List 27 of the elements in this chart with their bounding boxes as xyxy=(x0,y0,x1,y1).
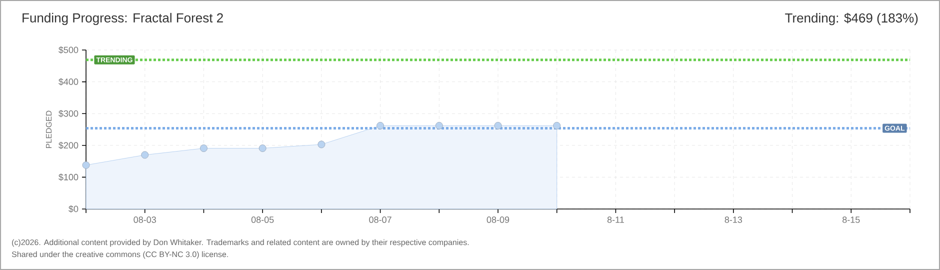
y-tick-label: $0 xyxy=(68,205,78,213)
point xyxy=(258,144,266,152)
x-tick-label: 08-03 xyxy=(134,216,156,223)
point xyxy=(553,122,561,130)
x-tick-label: 8-11 xyxy=(607,216,624,223)
point xyxy=(82,161,90,169)
text: (c)2026. Additional content provided by Don Whitaker. Trademarks and related content are owned by their respective companies. xyxy=(12,239,469,247)
chart-subtitle: Trending: $469 (183%) xyxy=(785,12,918,26)
point xyxy=(141,151,149,159)
y-tick-label: $200 xyxy=(58,142,78,150)
x-tick-label: 8-15 xyxy=(842,216,860,223)
point xyxy=(435,122,443,130)
y-tick-label: $100 xyxy=(58,174,78,181)
point xyxy=(318,140,326,148)
point xyxy=(494,122,502,130)
y-tick-label: $300 xyxy=(58,110,78,118)
point xyxy=(376,122,384,130)
y-axis-title: PLEDGED xyxy=(46,110,52,148)
y-tick-label: $500 xyxy=(58,46,78,54)
point xyxy=(200,144,208,152)
y-tick-label: $400 xyxy=(58,78,78,86)
text: Shared under the creative commons (CC BY-NC 3.0) license. xyxy=(12,251,228,259)
x-tick-label: 08-05 xyxy=(251,216,274,223)
x-tick-label: 8-13 xyxy=(724,216,742,223)
chart-title: Funding Progress: Fractal Forest 2 xyxy=(22,12,223,26)
x-tick-label: 08-07 xyxy=(369,216,392,223)
x-tick-label: 08-09 xyxy=(486,216,510,223)
